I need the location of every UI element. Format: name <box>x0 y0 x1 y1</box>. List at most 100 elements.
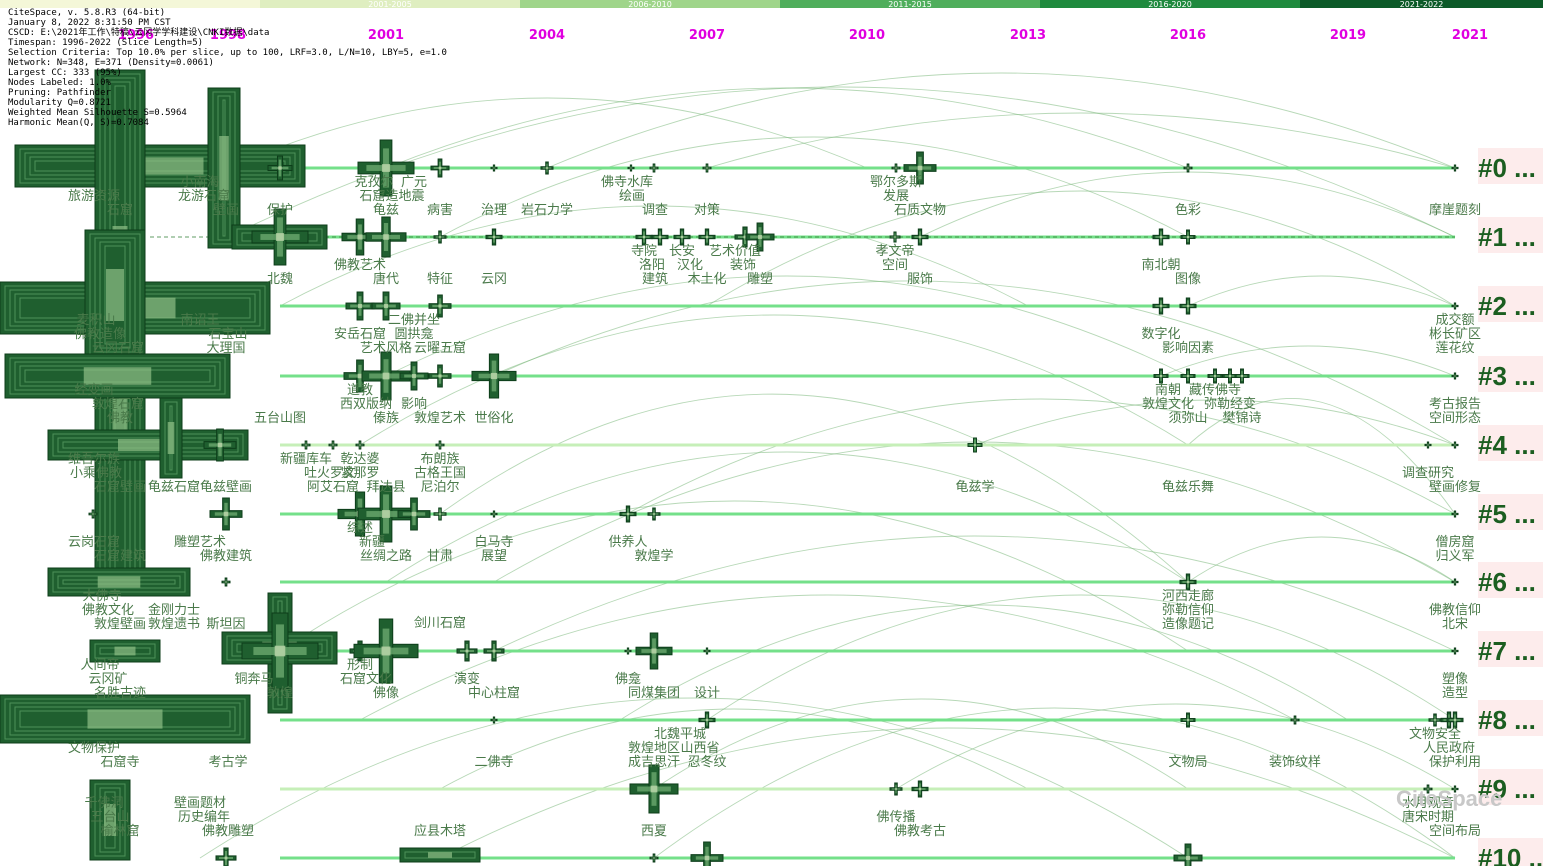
keyword-node[interactable] <box>357 139 415 197</box>
keyword-node[interactable] <box>1451 302 1459 310</box>
major-keyword-node[interactable] <box>399 847 481 863</box>
keyword-node[interactable] <box>1153 368 1169 384</box>
cluster-label[interactable]: #2 ... <box>1478 291 1536 321</box>
keyword-node[interactable] <box>889 782 903 796</box>
keyword-node[interactable] <box>1179 573 1197 591</box>
keyword-node[interactable] <box>301 440 311 450</box>
keyword-node[interactable] <box>903 151 937 185</box>
keyword-node[interactable] <box>1183 163 1193 173</box>
keyword-node[interactable] <box>651 228 669 246</box>
keyword-node[interactable] <box>745 222 775 252</box>
keyword-node[interactable] <box>88 509 98 519</box>
cluster-label[interactable]: #5 ... <box>1478 499 1536 529</box>
major-keyword-node[interactable] <box>89 639 161 663</box>
major-keyword-node[interactable] <box>84 229 146 361</box>
cluster-label[interactable]: #0 ... <box>1478 153 1536 183</box>
cluster-label[interactable]: #8 ... <box>1478 705 1536 735</box>
keyword-node[interactable] <box>490 716 498 724</box>
keyword-node[interactable] <box>690 841 724 866</box>
cluster-label[interactable]: #10 ... <box>1478 843 1543 866</box>
keyword-node[interactable] <box>911 228 929 246</box>
keyword-node[interactable] <box>703 647 711 655</box>
cluster-label[interactable]: #4 ... <box>1478 430 1536 460</box>
keyword-node[interactable] <box>456 640 478 662</box>
keyword-node[interactable] <box>397 497 431 531</box>
keyword-node[interactable] <box>371 291 401 321</box>
keyword-node[interactable] <box>353 618 419 684</box>
major-keyword-node[interactable] <box>14 144 306 188</box>
keyword-node[interactable] <box>649 853 659 863</box>
keyword-node[interactable] <box>433 507 447 521</box>
major-keyword-node[interactable] <box>47 567 191 597</box>
keyword-node[interactable] <box>490 164 498 172</box>
keyword-node[interactable] <box>1451 441 1459 449</box>
keyword-node[interactable] <box>399 361 429 391</box>
keyword-node[interactable] <box>619 505 637 523</box>
keyword-node[interactable] <box>1451 164 1459 172</box>
keyword-node[interactable] <box>1446 711 1464 729</box>
keyword-node[interactable] <box>355 440 365 450</box>
cluster-label[interactable]: #3 ... <box>1478 361 1536 391</box>
cluster-label[interactable]: #1 ... <box>1478 222 1536 252</box>
keyword-node[interactable] <box>702 163 712 173</box>
keyword-node[interactable] <box>1451 578 1459 586</box>
keyword-node[interactable] <box>647 507 661 521</box>
keyword-node[interactable] <box>540 161 554 175</box>
keyword-node[interactable] <box>1180 368 1196 384</box>
keyword-node[interactable] <box>1152 297 1170 315</box>
keyword-node[interactable] <box>241 612 319 690</box>
keyword-node[interactable] <box>627 164 635 172</box>
cluster-label[interactable]: #6 ... <box>1478 567 1536 597</box>
keyword-node[interactable] <box>435 440 445 450</box>
keyword-node[interactable] <box>209 497 243 531</box>
cluster-label[interactable]: #7 ... <box>1478 636 1536 666</box>
keyword-node[interactable] <box>1290 715 1300 725</box>
keyword-node[interactable] <box>430 158 450 178</box>
keyword-node[interactable] <box>889 231 901 243</box>
keyword-node[interactable] <box>698 711 716 729</box>
keyword-node[interactable] <box>251 208 309 266</box>
keyword-node[interactable] <box>891 163 901 173</box>
major-keyword-node[interactable] <box>4 353 231 399</box>
keyword-node[interactable] <box>1179 297 1197 315</box>
keyword-node[interactable] <box>1207 368 1223 384</box>
keyword-node[interactable] <box>221 577 231 587</box>
keyword-node[interactable] <box>1152 228 1170 246</box>
keyword-node[interactable] <box>267 155 293 181</box>
keyword-node[interactable] <box>635 632 673 670</box>
keyword-node[interactable] <box>471 353 517 399</box>
keyword-node[interactable] <box>1451 647 1459 655</box>
keyword-node[interactable] <box>428 294 452 318</box>
keyword-node[interactable] <box>1180 229 1196 245</box>
keyword-node[interactable] <box>624 647 632 655</box>
keyword-node[interactable] <box>328 440 338 450</box>
major-keyword-node[interactable] <box>0 694 251 744</box>
major-keyword-node[interactable] <box>207 87 241 249</box>
keyword-node[interactable] <box>629 764 679 814</box>
keyword-node[interactable] <box>1451 785 1459 793</box>
keyword-node[interactable] <box>1428 713 1442 727</box>
keyword-node[interactable] <box>911 780 929 798</box>
keyword-node[interactable] <box>490 510 498 518</box>
keyword-node[interactable] <box>483 640 505 662</box>
keyword-node[interactable] <box>1451 372 1459 380</box>
keyword-node[interactable] <box>485 228 503 246</box>
keyword-node[interactable] <box>649 163 659 173</box>
keyword-node[interactable] <box>635 228 653 246</box>
keyword-node[interactable] <box>1180 712 1196 728</box>
keyword-node[interactable] <box>1173 843 1203 866</box>
keyword-node[interactable] <box>428 364 452 388</box>
keyword-node[interactable] <box>341 218 379 256</box>
major-keyword-node[interactable] <box>89 779 131 861</box>
keyword-node[interactable] <box>345 291 375 321</box>
keyword-node[interactable] <box>1424 441 1432 449</box>
keyword-node[interactable] <box>698 228 716 246</box>
keyword-node[interactable] <box>215 847 237 866</box>
keyword-node[interactable] <box>1423 784 1433 794</box>
cluster-label[interactable]: #9 ... <box>1478 774 1536 804</box>
major-keyword-node[interactable] <box>159 397 183 479</box>
keyword-node[interactable] <box>1451 510 1459 518</box>
keyword-node[interactable] <box>673 228 691 246</box>
keyword-node[interactable] <box>365 216 407 258</box>
keyword-node[interactable] <box>967 437 983 453</box>
